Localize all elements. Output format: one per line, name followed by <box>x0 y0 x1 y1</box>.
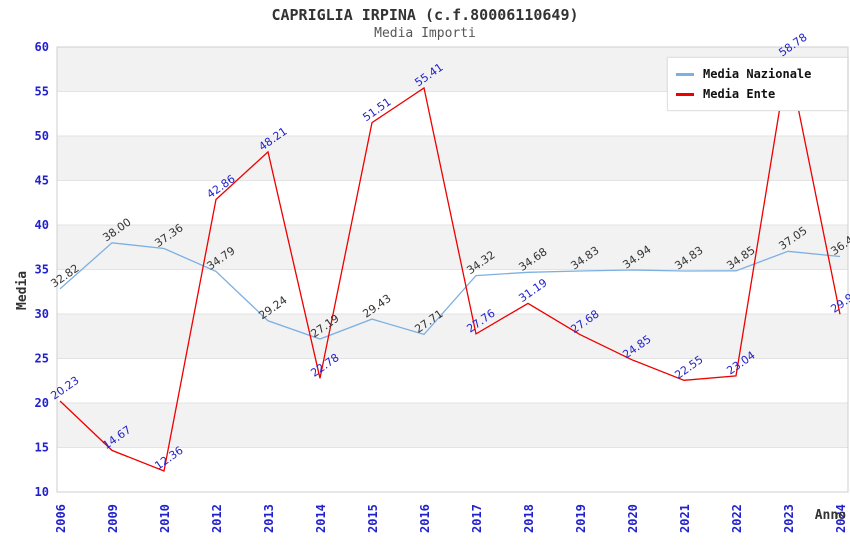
plot-band <box>57 314 848 359</box>
y-tick-label: 20 <box>35 396 49 410</box>
y-tick-label: 25 <box>35 352 49 366</box>
plot-band <box>57 225 848 270</box>
x-tick-label: 2024 <box>834 504 848 533</box>
legend-label: Media Ente <box>703 87 776 101</box>
point-label: 20.23 <box>48 374 81 403</box>
x-tick-label: 2020 <box>626 504 640 533</box>
plot-band <box>57 136 848 181</box>
y-tick-label: 10 <box>35 485 49 499</box>
x-tick-label: 2009 <box>106 504 120 533</box>
x-axis-title: Anno <box>815 508 846 523</box>
x-tick-label: 2021 <box>678 504 692 533</box>
y-tick-label: 50 <box>35 129 49 143</box>
x-tick-label: 2013 <box>262 504 276 533</box>
x-tick-label: 2018 <box>522 504 536 533</box>
y-tick-label: 35 <box>35 263 49 277</box>
y-tick-label: 60 <box>35 40 49 54</box>
y-tick-label: 30 <box>35 307 49 321</box>
x-tick-label: 2006 <box>54 504 68 533</box>
chart-subtitle: Media Importi <box>374 26 476 41</box>
y-tick-label: 40 <box>35 218 49 232</box>
plot-border <box>56 46 849 493</box>
y-tick-label: 45 <box>35 174 49 188</box>
x-tick-label: 2016 <box>418 504 432 533</box>
x-tick-label: 2019 <box>574 504 588 533</box>
x-tick-label: 2022 <box>730 504 744 533</box>
y-tick-label: 15 <box>35 441 49 455</box>
x-tick-label: 2017 <box>470 504 484 533</box>
media-nazionale-line-swatch <box>676 72 694 76</box>
point-label: 29.98 <box>828 287 850 316</box>
legend-item-media-ente[interactable]: Media Ente <box>676 84 839 104</box>
series-line-media-nazionale <box>59 242 841 340</box>
point-label: 31.19 <box>516 276 549 305</box>
chart-title: CAPRIGLIA IRPINA (c.f.80006110649) <box>271 6 579 24</box>
plot-band <box>57 403 848 448</box>
y-tick-label: 55 <box>35 85 49 99</box>
x-tick-label: 2010 <box>158 504 172 533</box>
series-line-media-ente <box>59 57 841 472</box>
x-tick-label: 2015 <box>366 504 380 533</box>
chart-legend: Media Nazionale Media Ente <box>667 57 848 111</box>
legend-item-media-nazionale[interactable]: Media Nazionale <box>676 64 839 84</box>
y-axis-title: Media <box>15 271 30 310</box>
x-tick-label: 2012 <box>210 504 224 533</box>
x-tick-label: 2023 <box>782 504 796 533</box>
legend-label: Media Nazionale <box>703 67 812 81</box>
x-tick-label: 2014 <box>314 504 328 533</box>
media-ente-line-swatch <box>676 92 694 96</box>
